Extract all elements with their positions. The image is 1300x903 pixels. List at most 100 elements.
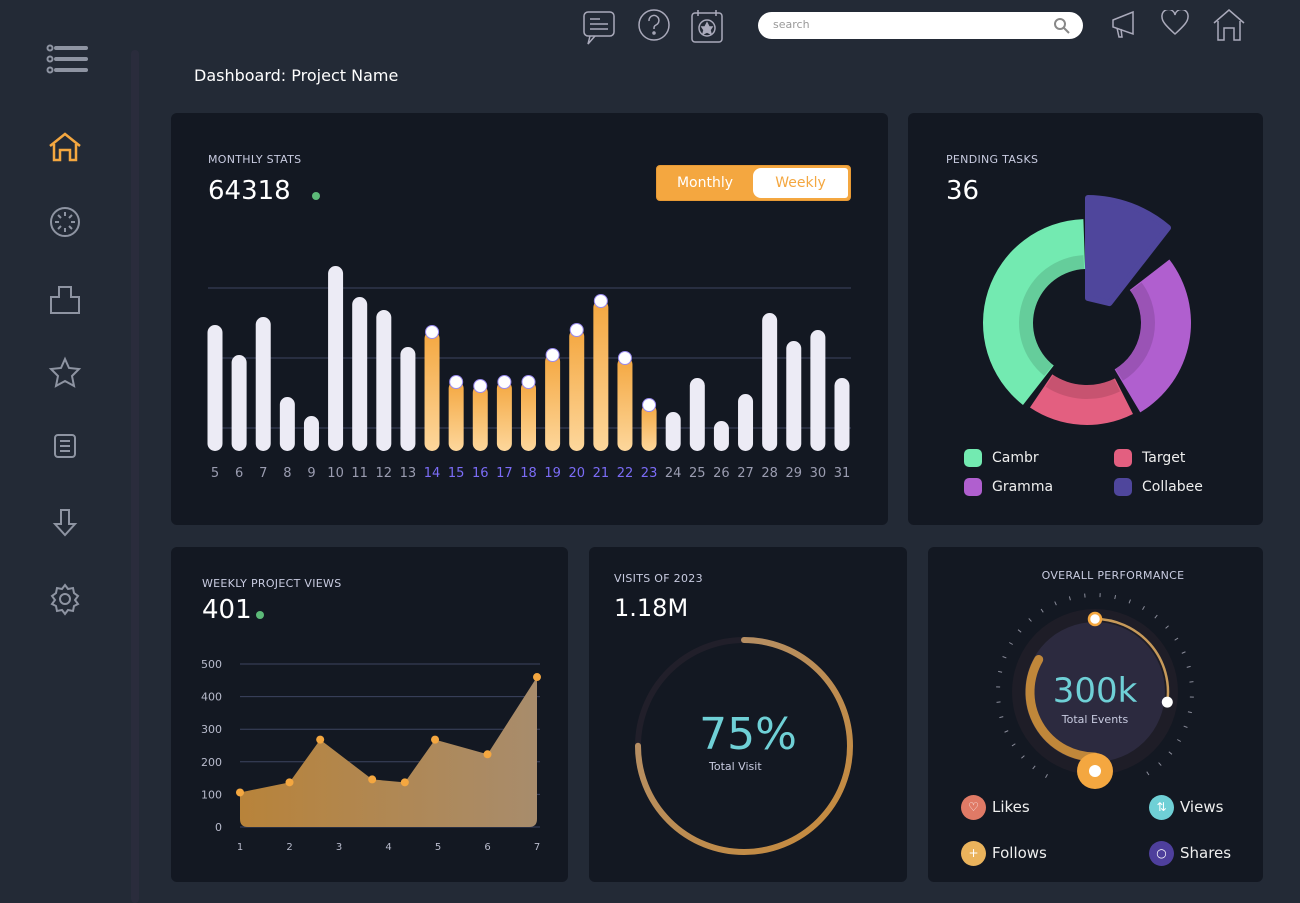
download-icon[interactable]: [46, 505, 86, 545]
stat-value: 401: [202, 595, 252, 625]
chat-bubble-icon: ○: [1149, 841, 1174, 866]
gauge-tick: [1040, 608, 1044, 613]
bar-20: [569, 329, 585, 451]
x-tick-label: 25: [689, 466, 706, 481]
bar-23: [641, 404, 657, 451]
bar-30: [810, 330, 826, 451]
legend-item: Gramma: [964, 478, 1053, 496]
gauge-tick: [1158, 762, 1162, 766]
weekly-button[interactable]: Weekly: [753, 168, 848, 198]
legend-label: Cambr: [992, 450, 1039, 466]
x-tick-label: 18: [520, 466, 537, 481]
card-title: VISITS OF 2023: [614, 572, 703, 585]
help-icon[interactable]: [637, 8, 671, 48]
dashboard-gauge-icon[interactable]: [46, 204, 86, 244]
visits-percent: 75%: [699, 709, 797, 760]
bar-24: [665, 412, 681, 451]
card-title: WEEKLY PROJECT VIEWS: [202, 577, 342, 590]
x-tick-label: 7: [259, 466, 267, 481]
bar-marker-16: [473, 379, 488, 393]
card-title: PENDING TASKS: [946, 153, 1039, 166]
bar-5: [207, 325, 223, 451]
card-title: MONTHLY STATS: [208, 153, 302, 166]
gauge-tick: [1017, 629, 1022, 633]
legend-swatch: [1114, 478, 1132, 496]
x-tick-label: 16: [472, 466, 489, 481]
gauge-thick-arc: [1025, 655, 1100, 762]
x-tick-label: 24: [665, 466, 682, 481]
page-title: Dashboard: Project Name: [194, 66, 399, 85]
chat-icon[interactable]: [582, 9, 618, 49]
bar-27: [738, 394, 754, 451]
gauge-tick: [999, 716, 1004, 719]
stat-value: 64318: [208, 176, 291, 206]
bar-26: [713, 421, 729, 451]
bar-29: [786, 341, 802, 451]
legend-label: Shares: [1180, 844, 1232, 862]
gauge-inner: [1025, 622, 1165, 762]
settings-icon[interactable]: [46, 580, 86, 620]
bar-12: [376, 310, 392, 451]
performance-card: OVERALL PERFORMANCE 300k Total Events ♡ L…: [928, 547, 1263, 882]
gauge-tick: [1174, 637, 1179, 641]
gauge-tick: [1011, 743, 1016, 747]
period-toggle[interactable]: Monthly Weekly: [656, 165, 851, 201]
search-input[interactable]: search: [758, 12, 1083, 39]
legend-item: Collabee: [1114, 478, 1203, 496]
document-icon[interactable]: [46, 428, 86, 468]
x-tick-label: 6: [235, 466, 243, 481]
bar-marker-15: [449, 375, 464, 389]
bar-25: [689, 378, 705, 451]
x-tick-label: 12: [376, 466, 393, 481]
gauge-handle-top: [1087, 611, 1103, 627]
gauge-tick: [1165, 625, 1169, 629]
performance-label: Total Events: [1061, 713, 1129, 726]
bar-21: [593, 300, 609, 451]
bar-marker-14: [425, 325, 440, 339]
gauge-tick: [1028, 618, 1032, 622]
x-tick-label: 29: [785, 466, 802, 481]
megaphone-icon[interactable]: [1110, 10, 1140, 44]
bar-31: [834, 378, 850, 451]
star-icon[interactable]: [46, 354, 86, 394]
gauge-tick: [1021, 755, 1025, 759]
gauge-tick: [1183, 725, 1188, 728]
x-tick-label: 27: [737, 466, 754, 481]
visits-card: VISITS OF 2023 1.18M 75% Total Visit: [589, 547, 907, 882]
card-title: OVERALL PERFORMANCE: [1041, 569, 1185, 582]
bar-marker-20: [569, 323, 584, 337]
gauge-handle-right: [1161, 696, 1173, 708]
status-dot: [312, 192, 320, 200]
legend-swatch: [964, 449, 982, 467]
monthly-button[interactable]: Monthly: [676, 175, 734, 191]
x-tick-label: 11: [351, 466, 368, 481]
add-user-icon: +: [961, 841, 986, 866]
search-icon[interactable]: [1053, 17, 1071, 35]
home-icon[interactable]: [46, 128, 86, 168]
stat-value: 36: [946, 176, 980, 206]
gauge-tick: [1146, 771, 1150, 776]
heart-icon[interactable]: [1160, 8, 1190, 40]
bar-marker-21: [593, 294, 608, 308]
calendar-star-icon[interactable]: [690, 8, 724, 48]
legend-item: Cambr: [964, 449, 1039, 467]
pending-tasks-card: PENDING TASKS 36: [908, 113, 1263, 525]
x-tick-label: 13: [400, 466, 417, 481]
home-icon[interactable]: [1212, 8, 1246, 46]
gauge-tick: [1168, 751, 1173, 755]
bar-marker-18: [521, 375, 536, 389]
bar-28: [762, 313, 778, 451]
sidebar-scrollbar[interactable]: [131, 50, 139, 903]
stat-value: 1.18M: [614, 594, 689, 622]
legend-swatch: [1114, 449, 1132, 467]
menu-icon[interactable]: [46, 42, 88, 82]
gauge-tick: [1181, 651, 1186, 654]
search-placeholder: search: [773, 18, 810, 31]
bar-16: [472, 385, 488, 451]
folder-icon[interactable]: [46, 280, 86, 320]
gauge-tick: [1045, 774, 1048, 778]
gauge-tick: [998, 670, 1003, 673]
x-tick-label: 8: [283, 466, 291, 481]
visits-ring-progress: [635, 637, 853, 855]
